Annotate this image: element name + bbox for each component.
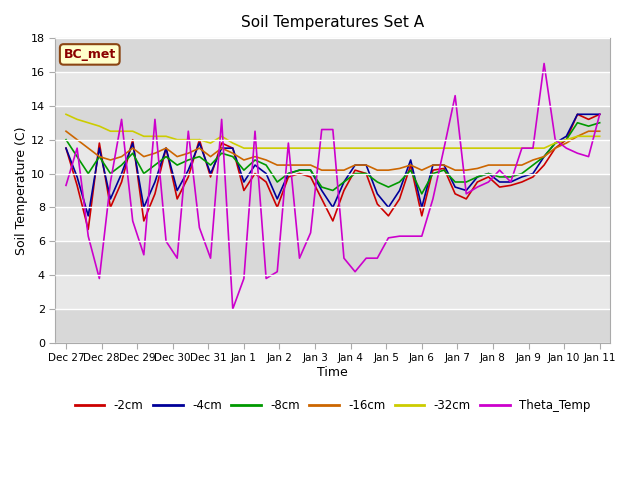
Bar [55,72,611,106]
Bar [55,207,611,241]
Text: BC_met: BC_met [63,48,116,61]
Bar [55,309,611,343]
Bar [55,38,611,72]
Title: Soil Temperatures Set A: Soil Temperatures Set A [241,15,424,30]
Y-axis label: Soil Temperature (C): Soil Temperature (C) [15,126,28,255]
Bar [55,174,611,207]
Bar [55,140,611,174]
X-axis label: Time: Time [317,366,348,379]
Legend: -2cm, -4cm, -8cm, -16cm, -32cm, Theta_Temp: -2cm, -4cm, -8cm, -16cm, -32cm, Theta_Te… [70,395,595,417]
Bar [55,241,611,275]
Bar [55,275,611,309]
Bar [55,106,611,140]
